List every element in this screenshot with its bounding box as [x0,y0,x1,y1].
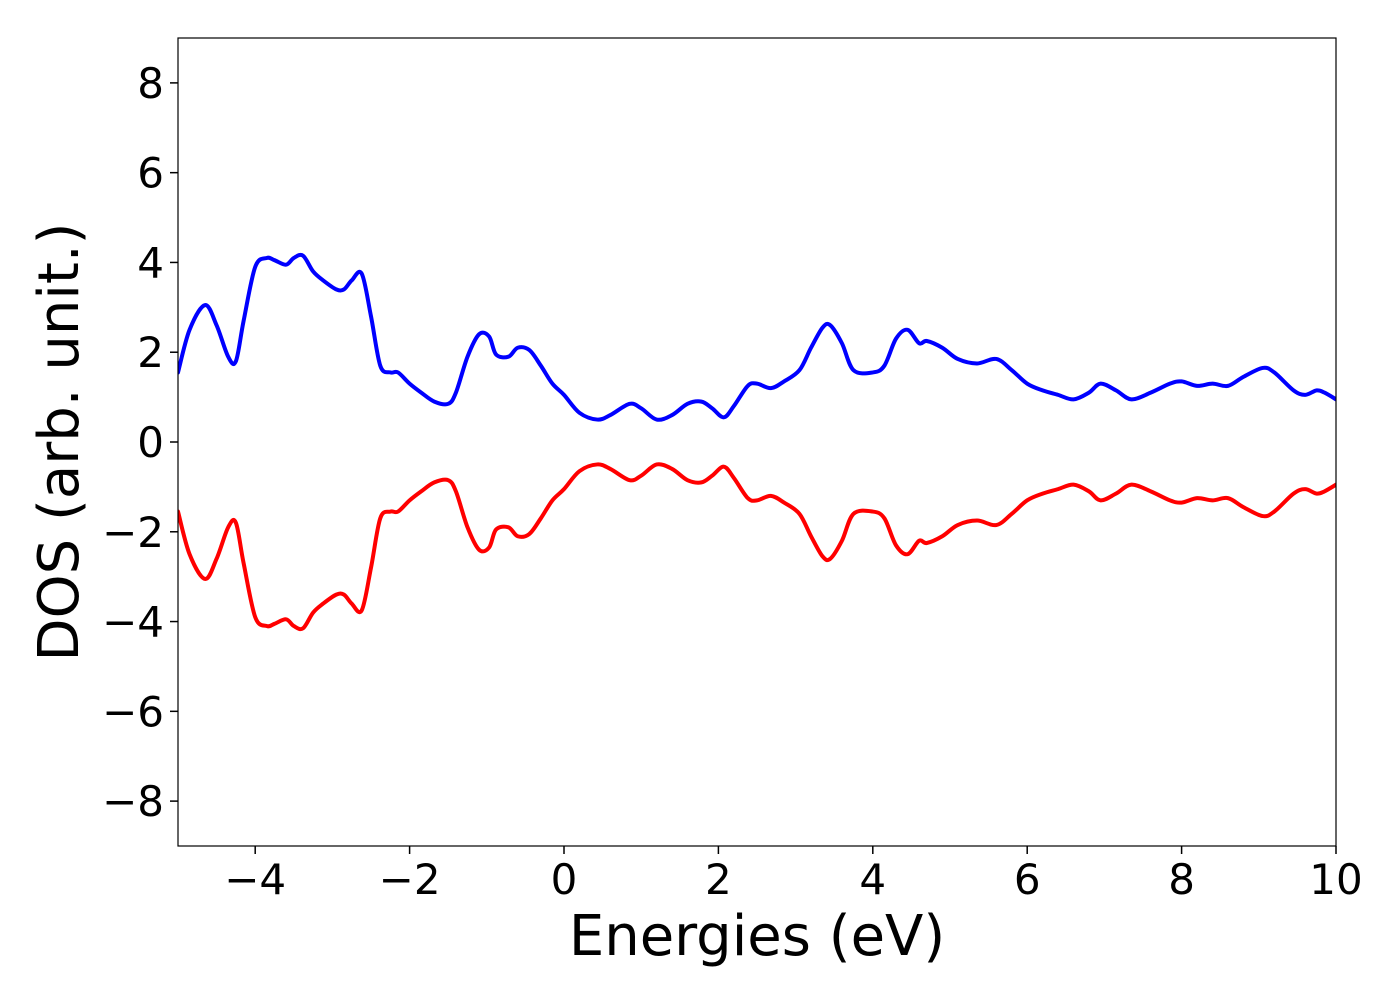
x-tick-label: 8 [1168,855,1195,904]
x-tick-label: 2 [705,855,732,904]
y-tick-label: −4 [102,598,164,647]
series-line-1 [178,252,1336,422]
x-tick-label: 6 [1014,855,1041,904]
x-tick-label: 0 [551,855,578,904]
plot-frame [177,37,1337,847]
x-tick-label: 10 [1309,855,1362,904]
series-line-2 [178,462,1336,632]
x-tick-label: 4 [859,855,886,904]
series-layer [178,252,1336,632]
y-tick-label: −2 [102,508,164,557]
y-axis-title: DOS (arb. unit.) [27,222,92,661]
y-tick-label: 4 [137,238,164,287]
y-tick-label: 6 [137,149,164,198]
y-tick-label: −8 [102,777,164,826]
x-axis-title: Energies (eV) [569,904,945,969]
x-axis: −4 −2 0 2 4 6 8 10 [224,846,1363,904]
x-tick-label: −4 [224,855,286,904]
y-tick-label: 8 [137,59,164,108]
y-tick-label: −6 [102,687,164,736]
y-tick-label: 0 [137,418,164,467]
y-tick-label: 2 [137,328,164,377]
y-axis: −8 −6 −4 −2 0 2 4 6 8 [102,59,178,826]
x-tick-label: −2 [379,855,441,904]
